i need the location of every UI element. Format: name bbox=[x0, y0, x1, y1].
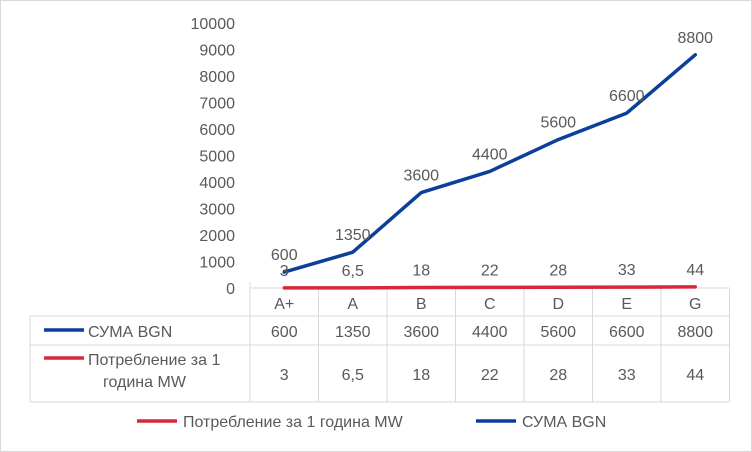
table-cell: 33 bbox=[618, 367, 636, 384]
table-cell: 22 bbox=[481, 367, 499, 384]
y-tick-label: 8000 bbox=[199, 69, 235, 86]
table-cell: 18 bbox=[412, 367, 430, 384]
y-tick-label: 9000 bbox=[199, 43, 235, 60]
x-tick-label: G bbox=[689, 296, 701, 313]
table-cell: 3600 bbox=[403, 324, 439, 341]
data-label-consumption: 6,5 bbox=[342, 263, 364, 280]
data-label-suma: 600 bbox=[271, 247, 298, 264]
x-tick-label: C bbox=[484, 296, 496, 313]
y-tick-label: 1000 bbox=[199, 255, 235, 272]
table-cell: 1350 bbox=[335, 324, 371, 341]
y-tick-label: 2000 bbox=[199, 228, 235, 245]
y-tick-label: 3000 bbox=[199, 202, 235, 219]
table-series-label: Потребление за 1 bbox=[88, 352, 220, 369]
data-label-consumption: 18 bbox=[412, 263, 430, 280]
series-line-suma bbox=[282, 53, 697, 274]
table-cell: 600 bbox=[271, 324, 298, 341]
y-tick-label: 4000 bbox=[199, 175, 235, 192]
table-cell: 44 bbox=[686, 367, 704, 384]
table-cell: 3 bbox=[280, 367, 289, 384]
x-tick-label: A+ bbox=[274, 296, 294, 313]
data-label-suma: 5600 bbox=[540, 115, 576, 132]
table-cell: 6600 bbox=[609, 324, 645, 341]
data-label-suma: 6600 bbox=[609, 88, 645, 105]
legend-label: СУМА BGN bbox=[522, 414, 606, 431]
data-label-suma: 4400 bbox=[472, 146, 508, 163]
data-label-suma: 3600 bbox=[403, 168, 439, 185]
legend-label: Потребление за 1 година MW bbox=[183, 414, 404, 431]
y-tick-label: 7000 bbox=[199, 96, 235, 113]
data-label-consumption: 28 bbox=[549, 262, 567, 279]
y-tick-label: 5000 bbox=[199, 149, 235, 166]
data-label-consumption: 44 bbox=[686, 262, 704, 279]
data-label-consumption: 33 bbox=[618, 262, 636, 279]
table-series-label: СУМА BGN bbox=[88, 324, 172, 341]
x-tick-label: A bbox=[347, 296, 358, 313]
data-label-consumption: 3 bbox=[280, 263, 289, 280]
x-tick-label: E bbox=[621, 296, 632, 313]
y-tick-label: 10000 bbox=[191, 16, 236, 33]
series-line-consumption bbox=[282, 285, 697, 290]
data-label-consumption: 22 bbox=[481, 262, 499, 279]
data-label-suma: 8800 bbox=[677, 30, 713, 47]
y-tick-label: 0 bbox=[226, 281, 235, 298]
table-cell: 8800 bbox=[677, 324, 713, 341]
table-cell: 6,5 bbox=[342, 367, 364, 384]
x-tick-label: D bbox=[552, 296, 564, 313]
data-label-suma: 1350 bbox=[335, 227, 371, 244]
table-series-label: година MW bbox=[103, 374, 187, 391]
table-cell: 4400 bbox=[472, 324, 508, 341]
table-cell: 5600 bbox=[540, 324, 576, 341]
y-tick-label: 6000 bbox=[199, 122, 235, 139]
table-cell: 28 bbox=[549, 367, 567, 384]
x-tick-label: B bbox=[416, 296, 427, 313]
